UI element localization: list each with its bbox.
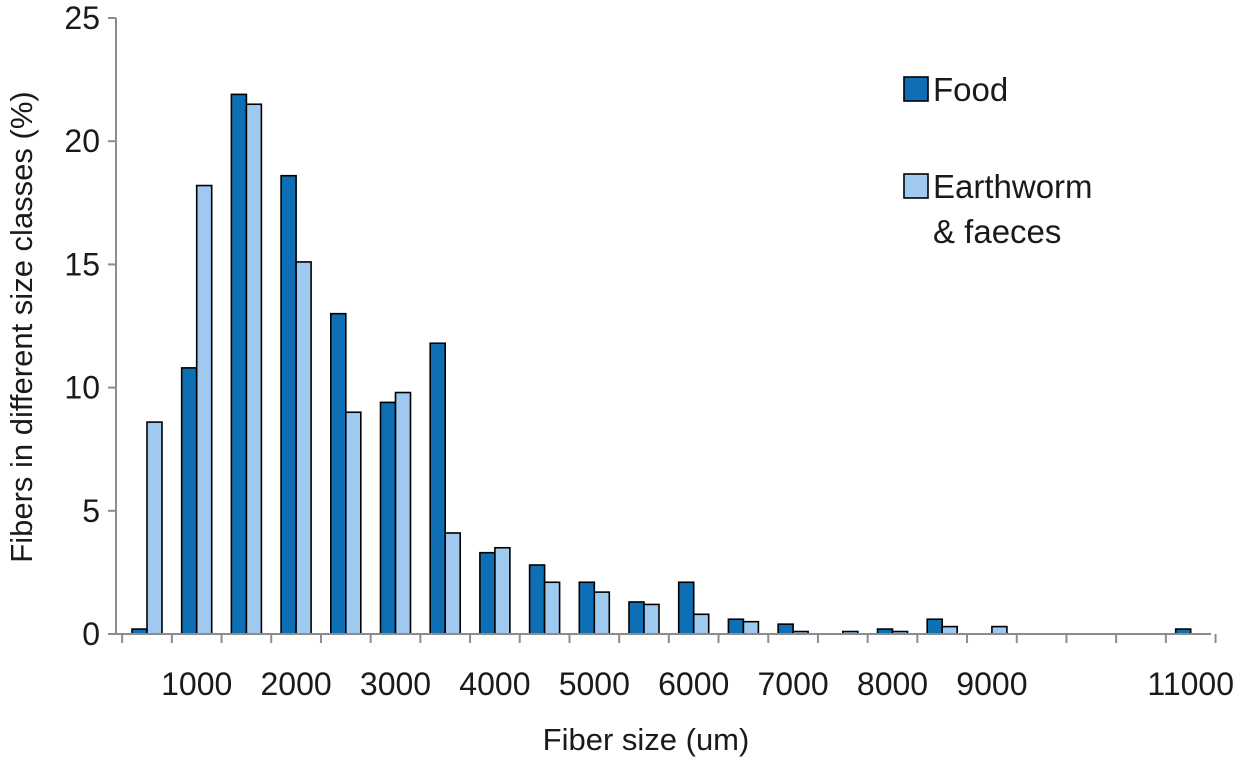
bar-earthworm-faeces-5000	[593, 591, 611, 635]
y-tick-label: 5	[82, 493, 100, 529]
bar-earthworm-faeces-6500	[742, 620, 760, 635]
legend-swatch-food	[903, 76, 929, 102]
bar-food-1500	[230, 93, 248, 635]
bar-food-4500	[528, 564, 546, 635]
bar-food-5000	[578, 581, 596, 635]
x-tick-label: 5000	[559, 666, 630, 702]
y-tick-label: 25	[64, 0, 100, 36]
bar-earthworm-faeces-6000	[692, 613, 710, 635]
bar-food-6500	[727, 618, 745, 635]
bar-earthworm-faeces-5500	[643, 603, 660, 635]
bar-food-2500	[329, 312, 347, 635]
bars	[131, 93, 1192, 635]
bar-earthworm-faeces-3500	[444, 532, 462, 635]
bar-food-1000	[180, 367, 198, 635]
bar-food-3000	[379, 401, 397, 635]
legend-label-earthworm-line-2: & faeces	[933, 213, 1061, 250]
bar-earthworm-faeces-1000	[195, 184, 213, 635]
y-tick-label: 10	[64, 370, 100, 406]
bar-earthworm-faeces-3000	[394, 391, 412, 635]
x-tick-label: 3000	[360, 666, 431, 702]
x-tick-label: 2000	[261, 666, 332, 702]
y-tick-label: 15	[64, 246, 100, 282]
legend-label-food: Food	[933, 71, 1008, 108]
bar-food-3500	[429, 342, 447, 635]
bar-earthworm-faeces-2000	[295, 261, 312, 635]
x-tick-label: 11000	[1147, 666, 1234, 702]
y-axis-title: Fibers in different size classes (%)	[4, 91, 39, 562]
bar-earthworm-faeces-9000	[991, 625, 1008, 635]
x-tick-label: 6000	[658, 666, 729, 702]
y-tick-label: 0	[82, 616, 100, 652]
bar-food-5500	[628, 601, 645, 635]
y-ticks: 0 5 10 15 20 25	[64, 0, 116, 652]
y-tick-label: 20	[64, 123, 100, 159]
bar-earthworm-faeces-4500	[543, 581, 561, 635]
legend-swatch-earthworm-faeces	[903, 173, 929, 199]
bar-earthworm-faeces-1500	[245, 103, 263, 635]
bar-food-6000	[677, 581, 695, 635]
x-tick-label: 7000	[758, 666, 829, 702]
bar-earthworm-faeces-4000	[494, 546, 511, 635]
bar-food-2000	[280, 174, 297, 635]
bar-food-8500	[926, 618, 944, 635]
x-tick-label: 8000	[857, 666, 928, 702]
x-tick-label: 9000	[956, 666, 1027, 702]
legend: Food Earthworm & faeces	[903, 71, 1093, 250]
bar-earthworm-faeces-500	[146, 421, 163, 635]
x-ticks: 1000 2000 3000 4000 5000 6000 7000 8000 9000 1100…	[121, 634, 1234, 702]
bar-earthworm-faeces-8500	[941, 625, 959, 635]
x-tick-label: 4000	[459, 666, 530, 702]
legend-label-earthworm-line-1: Earthworm	[933, 168, 1093, 205]
axes: 0 5 10 15 20 25 1000 2000 3000 4000 5000 6000 7000 8…	[64, 0, 1234, 702]
bar-food-4000	[479, 551, 496, 635]
bar-earthworm-faeces-2500	[344, 411, 362, 635]
bar-food-7000	[777, 623, 794, 635]
x-axis-title: Fiber size (um)	[543, 722, 750, 757]
x-tick-label: 1000	[161, 666, 232, 702]
